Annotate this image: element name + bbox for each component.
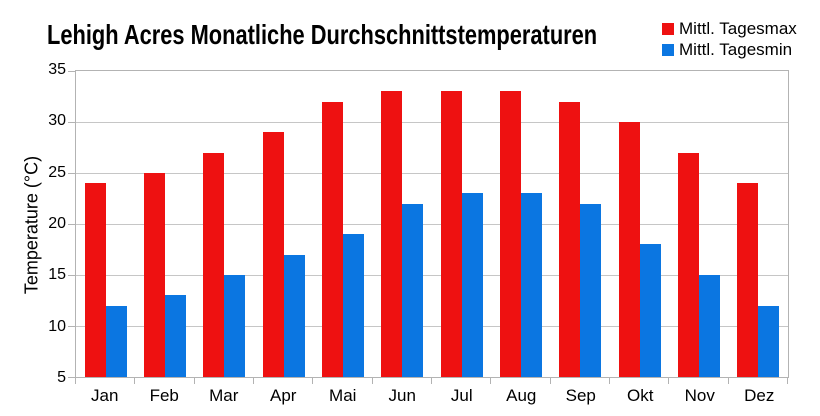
x-tick-label: Mai [329, 386, 357, 405]
legend-swatch-tagesmin [662, 43, 674, 56]
x-tick-label: Okt [627, 386, 654, 405]
x-tick-label: Dez [744, 386, 775, 405]
x-axis-tick [787, 377, 788, 384]
bar-tagesmax [559, 101, 581, 377]
gridline [76, 122, 788, 123]
x-axis-tick [193, 377, 195, 384]
bar-tagesmin [105, 305, 127, 377]
x-axis-tick [253, 377, 254, 384]
bar-tagesmin [224, 275, 246, 377]
y-tick-label: 5 [57, 369, 66, 386]
y-axis-tick-labels: 5 10 15 20 25 30 35 [28, 0, 66, 416]
bar-tagesmax [262, 132, 284, 377]
gridline [76, 275, 788, 276]
y-tick-label: 15 [48, 266, 66, 284]
bar-tagesmax [203, 152, 225, 377]
bar-tagesmin [165, 295, 186, 377]
legend-item-tagesmin: Mittl. Tagesmin [662, 39, 797, 60]
y-axis-tick [68, 173, 76, 174]
x-axis-tick [312, 377, 314, 384]
y-axis-tick [68, 275, 76, 276]
bar-tagesmin [639, 244, 661, 377]
x-axis-tick [371, 377, 373, 384]
x-axis-tick [668, 377, 670, 384]
y-tick-label: 25 [48, 163, 66, 181]
x-axis-tick [431, 377, 432, 384]
bar-tagesmin [580, 203, 602, 377]
bar-tagesmin [402, 203, 424, 377]
y-tick-label: 20 [48, 215, 66, 232]
y-tick-label: 30 [48, 112, 66, 130]
bar-tagesmax [321, 101, 343, 377]
y-axis-tick [68, 326, 76, 327]
x-tick-label: Jul [450, 386, 473, 405]
bar-tagesmax [144, 173, 165, 377]
bar-tagesmin [343, 234, 364, 377]
bar-tagesmax [618, 122, 640, 377]
y-axis-tick [68, 377, 76, 378]
bar-tagesmin [521, 193, 542, 377]
y-tick-label: 10 [48, 317, 66, 335]
legend-label-tagesmax: Mittl. Tagesmax [679, 18, 797, 38]
x-axis-labels: Jan Feb Mar Apr Mai Jun Jul Aug Sep Okt Nov Dez [75, 386, 789, 406]
x-axis-tick [549, 377, 551, 384]
x-tick-label: Jun [388, 386, 416, 405]
legend-item-tagesmax: Mittl. Tagesmax [662, 18, 797, 39]
x-axis-tick [75, 377, 76, 384]
x-tick-label: Jan [91, 386, 119, 405]
bar-tagesmin [283, 254, 305, 377]
x-tick-label: Sep [565, 386, 596, 405]
legend-label-tagesmin: Mittl. Tagesmin [679, 39, 793, 59]
y-tick-label: 35 [48, 61, 66, 78]
x-axis-tick [490, 377, 492, 384]
x-tick-label: Aug [506, 386, 537, 405]
x-tick-label: Mar [209, 386, 239, 405]
y-axis-tick [68, 71, 76, 72]
bar-tagesmax [381, 91, 403, 377]
chart-title: Lehigh Acres Monatliche Durchschnittstem… [47, 19, 598, 50]
bar-tagesmin [461, 193, 483, 377]
x-axis-tick [727, 377, 729, 384]
bar-tagesmin [699, 275, 720, 377]
bar-tagesmax [678, 152, 699, 377]
legend-swatch-tagesmax [662, 22, 674, 35]
bar-tagesmax [84, 183, 106, 377]
gridline [76, 224, 788, 225]
y-axis-tick [68, 224, 76, 225]
gridline [76, 173, 788, 174]
x-tick-label: Feb [149, 386, 179, 405]
bar-tagesmin [758, 305, 780, 377]
y-axis-tick [68, 122, 76, 123]
legend: Mittl. Tagesmax Mittl. Tagesmin [662, 18, 797, 60]
x-axis-tick [134, 377, 136, 384]
bar-tagesmax [440, 91, 462, 377]
gridline [76, 326, 788, 327]
bar-tagesmax [500, 91, 521, 377]
x-axis-tick [609, 377, 610, 384]
plot-area [68, 70, 789, 384]
bar-tagesmax [737, 183, 759, 377]
x-tick-label: Apr [270, 386, 297, 405]
x-tick-label: Nov [684, 386, 715, 405]
